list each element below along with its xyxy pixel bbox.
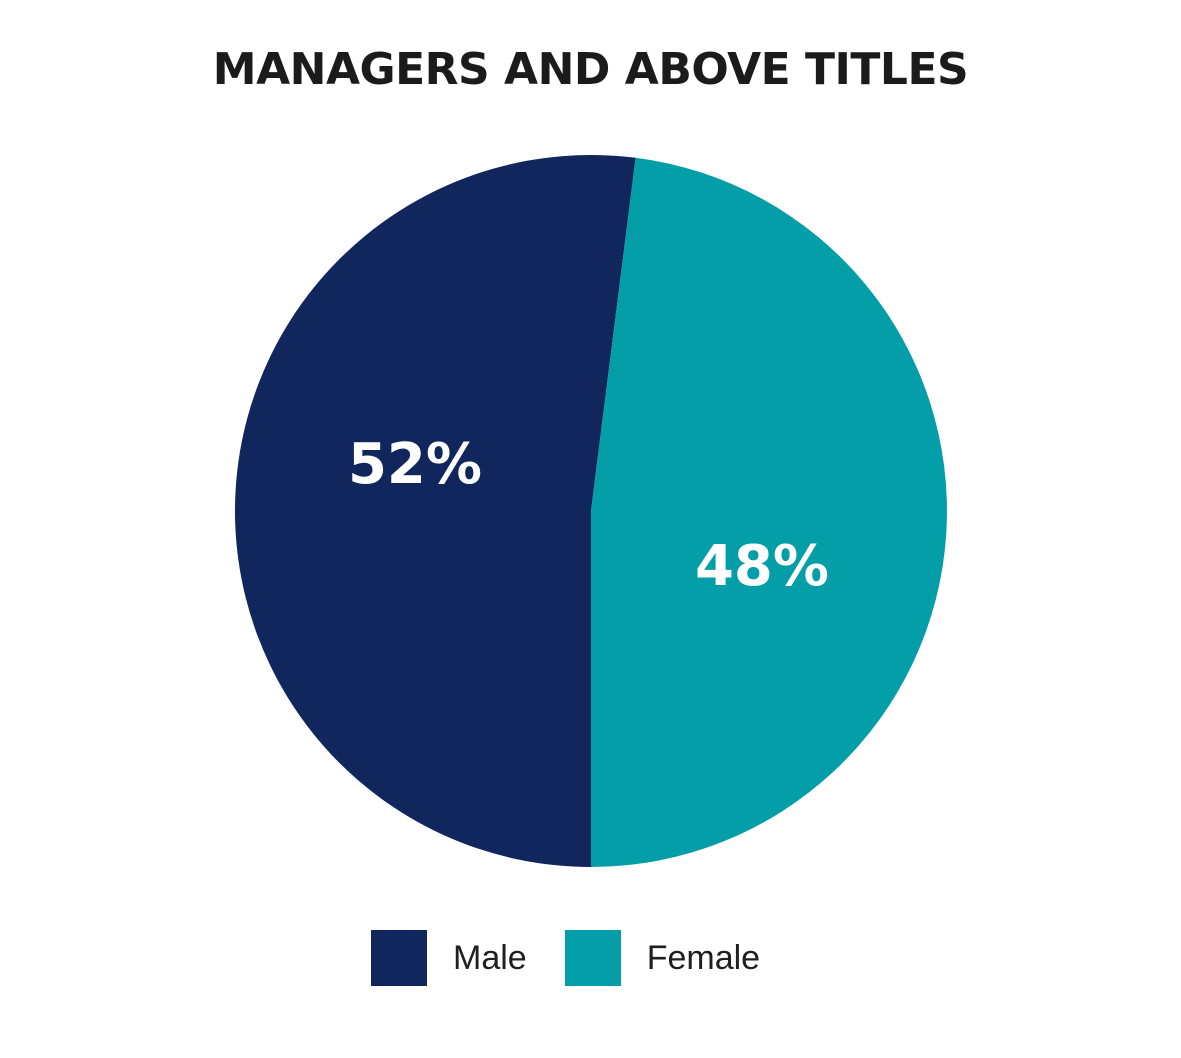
legend-swatch-male (371, 930, 427, 986)
pie-slice-male (234, 154, 636, 868)
legend-label-male: Male (453, 938, 527, 977)
legend-item-female: Female (564, 930, 761, 986)
slice-label-female: 48% (695, 534, 829, 599)
slice-label-male: 52% (348, 432, 482, 497)
legend-swatch-female (564, 930, 621, 986)
legend: Male Female (371, 930, 760, 986)
legend-label-female: Female (646, 938, 761, 977)
legend-item-male: Male (371, 930, 527, 986)
chart-title: MANAGERS AND ABOVE TITLES (212, 44, 969, 95)
pie-slice-female (591, 157, 947, 867)
